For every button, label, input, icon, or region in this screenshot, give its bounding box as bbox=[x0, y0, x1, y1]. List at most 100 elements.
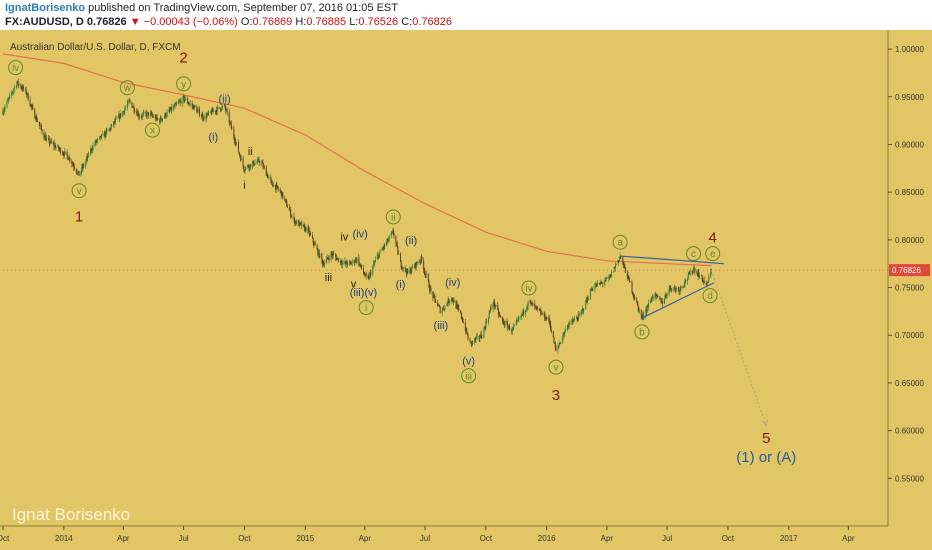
candle-body bbox=[414, 263, 416, 267]
candle-body bbox=[101, 133, 103, 135]
candle-body bbox=[63, 154, 65, 156]
candle-body bbox=[585, 300, 587, 302]
candle-body bbox=[398, 253, 400, 255]
candle-body bbox=[409, 269, 411, 273]
candle-body bbox=[360, 264, 362, 266]
candle-body bbox=[433, 294, 435, 298]
candle-body bbox=[442, 308, 444, 311]
low-value: 0.76526 bbox=[358, 16, 402, 28]
candle-body bbox=[523, 310, 525, 315]
candle-body bbox=[62, 153, 64, 154]
candle-body bbox=[706, 282, 708, 284]
candle-body bbox=[594, 286, 596, 290]
candle-body bbox=[275, 184, 277, 190]
candle-body bbox=[502, 320, 504, 322]
candle-body bbox=[326, 257, 328, 259]
candle-body bbox=[341, 263, 343, 265]
candle-body bbox=[550, 324, 552, 330]
candle-body bbox=[611, 271, 613, 277]
candle-body bbox=[538, 308, 540, 311]
candle-body bbox=[60, 148, 62, 154]
candle-body bbox=[573, 319, 575, 322]
candle-body bbox=[640, 309, 642, 317]
time-axis[interactable]: Oct 2014 Apr Jul Oct 2015 Apr Jul Oct 2016 Apr Jul O… bbox=[0, 525, 888, 543]
candle-body bbox=[614, 267, 616, 268]
candle-body bbox=[174, 104, 176, 107]
x-tick-label: Oct bbox=[480, 534, 493, 543]
candle-body bbox=[683, 284, 685, 286]
candle-body bbox=[72, 163, 74, 166]
candle-body bbox=[298, 222, 300, 226]
candle-body bbox=[430, 287, 432, 292]
candle-body bbox=[275, 185, 277, 190]
candle-body bbox=[448, 299, 450, 303]
candle-body bbox=[318, 250, 320, 258]
candle-body bbox=[165, 115, 167, 117]
candle-body bbox=[71, 160, 73, 164]
candle-body bbox=[151, 113, 153, 116]
candle-body bbox=[591, 289, 593, 292]
candle-body bbox=[82, 164, 84, 169]
candle-body bbox=[678, 289, 680, 293]
candle-body bbox=[673, 287, 675, 289]
candle-body bbox=[256, 162, 258, 163]
candle-body bbox=[46, 137, 48, 139]
candle-body bbox=[689, 270, 691, 275]
trendline-triangle-upper bbox=[620, 255, 725, 265]
candle-body bbox=[123, 111, 125, 113]
candle-body bbox=[21, 87, 23, 89]
wave-label: c bbox=[691, 249, 696, 260]
wave-label: d bbox=[707, 291, 713, 302]
candle-body bbox=[675, 288, 677, 291]
x-tick-label: Apr bbox=[359, 534, 372, 543]
candle-body bbox=[651, 296, 653, 302]
wave-label: iv bbox=[12, 63, 19, 74]
candle-body bbox=[613, 271, 615, 273]
candle-body bbox=[150, 113, 151, 116]
candle-body bbox=[606, 277, 608, 279]
candle-body bbox=[484, 327, 486, 329]
candle-body bbox=[386, 241, 388, 246]
candle-body bbox=[345, 261, 347, 265]
candle-body bbox=[80, 171, 82, 177]
wave-label: (iii)(v) bbox=[350, 287, 377, 299]
author-link[interactable]: IgnatBorisenko bbox=[5, 2, 86, 14]
price-axis[interactable]: 1.00000 0.95000 0.90000 0.85000 0.80000 0.750… bbox=[3, 30, 932, 550]
wave-label-circle bbox=[71, 183, 87, 199]
candle-body bbox=[312, 238, 314, 243]
candle-body bbox=[564, 331, 566, 335]
candle-body bbox=[513, 326, 515, 329]
candle-body bbox=[517, 319, 519, 321]
candle-body bbox=[321, 259, 323, 265]
candle-body bbox=[410, 271, 412, 274]
candle-body bbox=[271, 181, 273, 185]
candle-body bbox=[411, 266, 413, 268]
candle-body bbox=[476, 336, 478, 338]
candle-body bbox=[480, 334, 482, 338]
candle-body bbox=[687, 278, 689, 282]
candle-body bbox=[378, 254, 380, 258]
candle-body bbox=[395, 236, 397, 244]
candle-body bbox=[544, 313, 546, 320]
candle-body bbox=[540, 312, 542, 315]
candle-body bbox=[240, 157, 242, 161]
candle-body bbox=[573, 318, 575, 320]
candle-body bbox=[304, 225, 306, 231]
candle-body bbox=[38, 121, 40, 126]
candle-body bbox=[26, 93, 28, 95]
candle-body bbox=[325, 258, 327, 263]
candle-body bbox=[706, 283, 708, 285]
candle-body bbox=[707, 282, 709, 284]
wave-label: 3 bbox=[552, 387, 560, 404]
candle-body bbox=[349, 261, 351, 263]
candle-body bbox=[548, 317, 550, 320]
candle-body bbox=[224, 104, 226, 106]
candle-body bbox=[404, 268, 406, 269]
candle-body bbox=[229, 122, 231, 123]
candle-body bbox=[405, 271, 407, 275]
candle-body bbox=[90, 148, 92, 153]
candle-body bbox=[583, 309, 585, 312]
candle-body bbox=[305, 227, 307, 232]
